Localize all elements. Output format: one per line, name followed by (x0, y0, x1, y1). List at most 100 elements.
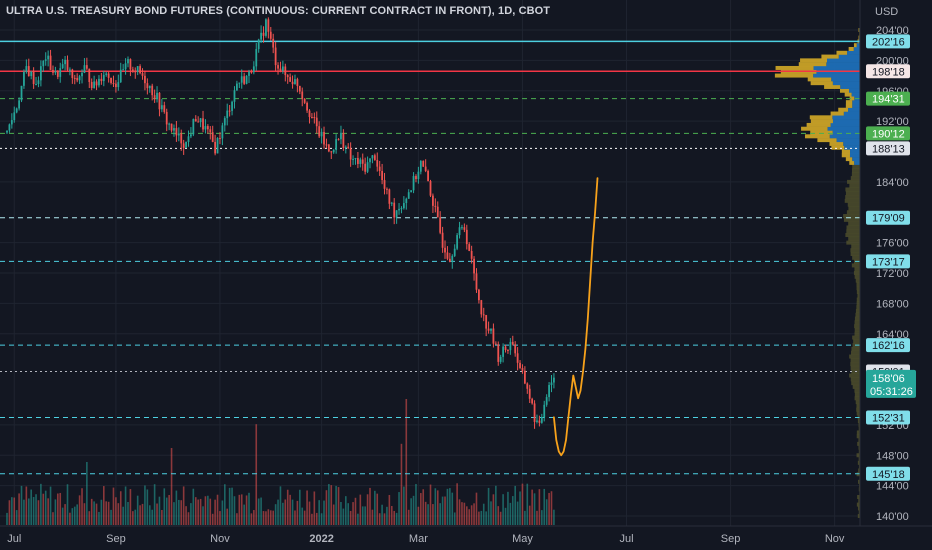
profile-bar (854, 396, 860, 401)
volume-bar (69, 512, 71, 525)
volume-bar (282, 502, 284, 525)
candle-body (521, 368, 524, 371)
volume-bar (146, 489, 149, 525)
profile-bar (798, 62, 827, 67)
volume-bar (8, 500, 11, 525)
candle-body (39, 66, 42, 81)
volume-bar (93, 501, 95, 525)
candle-body (199, 118, 202, 123)
candle-body (134, 71, 137, 73)
candle-body (480, 300, 483, 315)
volume-bar (78, 495, 81, 525)
candle-body (165, 111, 168, 125)
profile-bar (855, 278, 860, 283)
profile-bar (843, 214, 860, 219)
volume-bar (432, 504, 434, 525)
candle-body (337, 139, 340, 141)
volume-bar (446, 488, 449, 525)
profile-bar (848, 236, 860, 241)
volume-bar (376, 493, 379, 525)
price-tick-label: 164'00 (876, 329, 909, 341)
candle-body (482, 314, 485, 316)
horizontal-levels[interactable] (0, 40, 860, 475)
volume-bar (407, 509, 410, 525)
candle-body (344, 146, 347, 149)
candle-body (272, 38, 275, 48)
volume-bar (417, 506, 420, 525)
volume-bar (42, 493, 45, 525)
candle-body (424, 166, 427, 171)
volume-bar (71, 508, 74, 525)
candle-body (66, 59, 69, 70)
volume-bar (429, 484, 432, 525)
candle-body (361, 159, 364, 164)
profile-bar (852, 103, 860, 108)
candle-body (131, 69, 134, 72)
profile-bar (849, 96, 855, 101)
candle-body (415, 176, 417, 180)
volume-bar (23, 499, 25, 525)
profile-bar (858, 479, 860, 484)
profile-bar (847, 179, 860, 184)
candle-body (468, 244, 471, 251)
candle-body (417, 171, 420, 180)
profile-bar (845, 103, 853, 108)
profile-bar (858, 28, 860, 32)
candle-body (315, 117, 318, 127)
volume-bar (412, 495, 415, 525)
candle-body (545, 397, 548, 405)
profile-bar (858, 426, 860, 431)
price-tag-box (866, 126, 910, 141)
candle-body (538, 420, 541, 423)
candle-body (393, 202, 396, 218)
profile-bar (846, 240, 860, 245)
candle-body (236, 83, 238, 91)
volume-bar (40, 483, 42, 525)
profile-bar (856, 43, 860, 48)
profile-bar (846, 210, 860, 215)
volume-bar (185, 506, 187, 525)
volume-bar (180, 500, 183, 525)
profile-bar (854, 274, 860, 279)
candle-body (533, 403, 536, 422)
volume-bar (90, 498, 93, 525)
volume-bar (161, 509, 163, 525)
candle-body (526, 383, 529, 389)
profile-bar (854, 331, 860, 336)
volume-bar (134, 509, 137, 525)
volume-bar (405, 399, 408, 525)
volume-bar (35, 494, 37, 525)
volume-bar (347, 503, 350, 525)
time-axis[interactable]: Jul Sep Nov 2022 Mar May Jul Sep Nov (7, 533, 845, 545)
candle-body (284, 66, 287, 76)
profile-bar (857, 514, 860, 518)
time-tick-label: Nov (210, 533, 230, 545)
profile-bar (849, 183, 860, 188)
candle-body (475, 273, 478, 290)
price-tag-box (866, 64, 910, 79)
volume-bar (238, 494, 241, 525)
volume-bar (434, 488, 437, 525)
candle-body (163, 105, 166, 112)
volume-bar (366, 494, 369, 525)
volume-bar (301, 507, 304, 525)
candle-body (509, 341, 512, 351)
candle-body (61, 64, 64, 69)
volume-bar (470, 505, 473, 525)
projection-drawing[interactable] (553, 177, 599, 457)
volume-bar (320, 513, 323, 525)
time-tick-label: Sep (721, 533, 741, 545)
candle-body (465, 229, 468, 245)
volume-bar (364, 506, 366, 525)
candle-body (257, 39, 260, 50)
candle-body (453, 248, 456, 256)
currency-label: USD (875, 6, 898, 18)
volume-bar (286, 489, 289, 525)
volume-bar (485, 511, 487, 525)
last-price-tag-box (866, 369, 916, 398)
candle-body (301, 91, 304, 99)
volume-bar (349, 510, 352, 525)
candle-body (536, 420, 538, 422)
volume-bar (25, 486, 28, 525)
